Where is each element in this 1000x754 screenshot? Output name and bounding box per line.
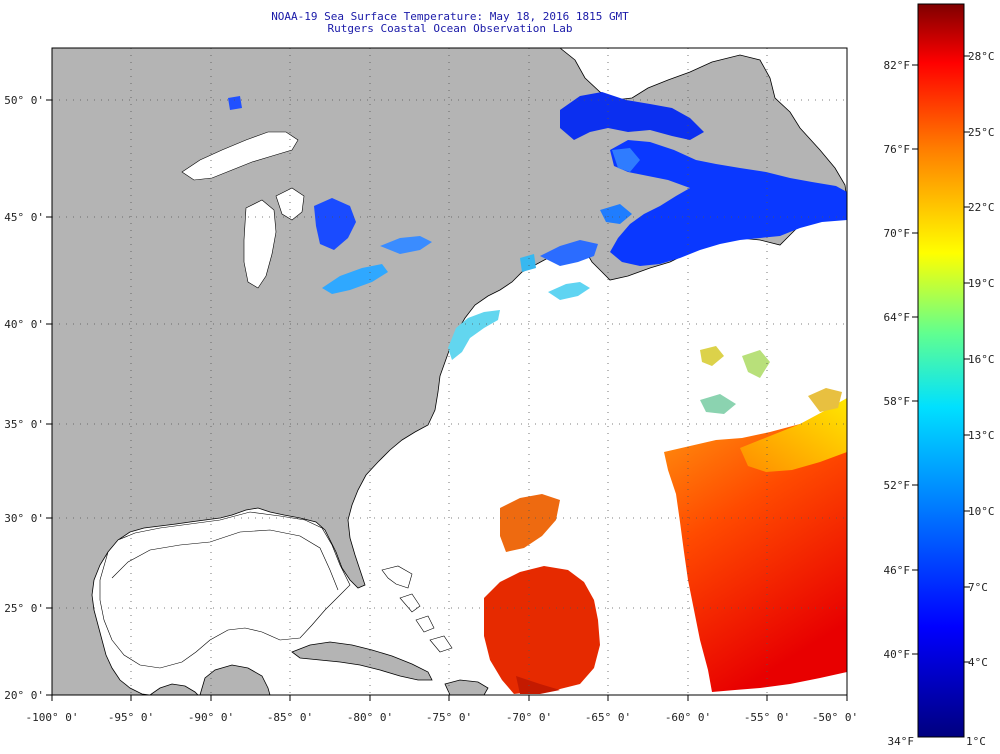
scale-f-70: 70°F [884, 227, 911, 240]
land-hispaniola [444, 679, 489, 695]
lat-label-35: 35° 0' [4, 418, 44, 431]
scale-c-4: 4°C [968, 656, 988, 669]
scale-c-22: 22°C [968, 201, 995, 214]
bahamas-islands [381, 565, 453, 653]
lat-label-45: 45° 0' [4, 211, 44, 224]
gulf-shelf-contour [111, 529, 339, 591]
lake-erie-sst [322, 264, 388, 294]
lon-label-100: -100° 0' [26, 711, 79, 724]
lat-label-50: 50° 0' [4, 94, 44, 107]
lat-label-40: 40° 0' [4, 318, 44, 331]
map-title: NOAA-19 Sea Surface Temperature: May 18,… [271, 10, 629, 23]
color-scale-bar [917, 3, 965, 738]
color-scale: 82°F 76°F 70°F 64°F 58°F 52°F 46°F 40°F … [884, 3, 995, 748]
sst-cold-region [448, 92, 847, 360]
land-central-america [149, 683, 199, 695]
lon-label-80: -80° 0' [347, 711, 393, 724]
scale-f-76: 76°F [884, 143, 911, 156]
latitude-axis: 50° 0' 45° 0' 40° 0' 35° 0' 30° 0' 25° 0… [4, 94, 52, 702]
scale-f-58: 58°F [884, 395, 911, 408]
map-subtitle: Rutgers Coastal Ocean Observation Lab [327, 22, 573, 35]
lon-label-55: -55° 0' [744, 711, 790, 724]
lon-label-60: -60° 0' [665, 711, 711, 724]
gulf-of-mexico [99, 511, 351, 669]
scale-c-1: 1°C [966, 735, 986, 748]
sst-warm-region [484, 346, 847, 694]
scale-f-52: 52°F [884, 479, 911, 492]
map-gridlines [52, 48, 847, 695]
scale-c-19: 19°C [968, 277, 995, 290]
scale-f-34: 34°F [888, 735, 915, 748]
scale-c-7: 7°C [968, 581, 988, 594]
lon-label-50: -50° 0' [812, 711, 858, 724]
land-yucatan [199, 664, 271, 695]
scale-c-28: 28°C [968, 50, 995, 63]
scale-c-25: 25°C [968, 126, 995, 139]
lon-label-90: -90° 0' [188, 711, 234, 724]
lon-label-70: -70° 0' [506, 711, 552, 724]
lon-label-65: -65° 0' [585, 711, 631, 724]
scale-c-13: 13°C [968, 429, 995, 442]
scale-f-82: 82°F [884, 59, 911, 72]
lake-huron-sst [314, 198, 356, 250]
scale-c-16: 16°C [968, 353, 995, 366]
lat-label-20: 20° 0' [4, 689, 44, 702]
lon-label-95: -95° 0' [108, 711, 154, 724]
lat-label-30: 30° 0' [4, 512, 44, 525]
scale-c-10: 10°C [968, 505, 995, 518]
lake-ontario-sst [380, 236, 432, 254]
lon-label-75: -75° 0' [426, 711, 472, 724]
scale-f-46: 46°F [884, 564, 911, 577]
land-cuba [291, 641, 433, 681]
scale-f-40: 40°F [884, 648, 911, 661]
scale-f-64: 64°F [884, 311, 911, 324]
lake-superior-fragment [228, 96, 242, 110]
lat-label-25: 25° 0' [4, 602, 44, 615]
longitude-axis: -100° 0' -95° 0' -90° 0' -85° 0' -80° 0'… [26, 695, 858, 724]
lon-label-85: -85° 0' [267, 711, 313, 724]
